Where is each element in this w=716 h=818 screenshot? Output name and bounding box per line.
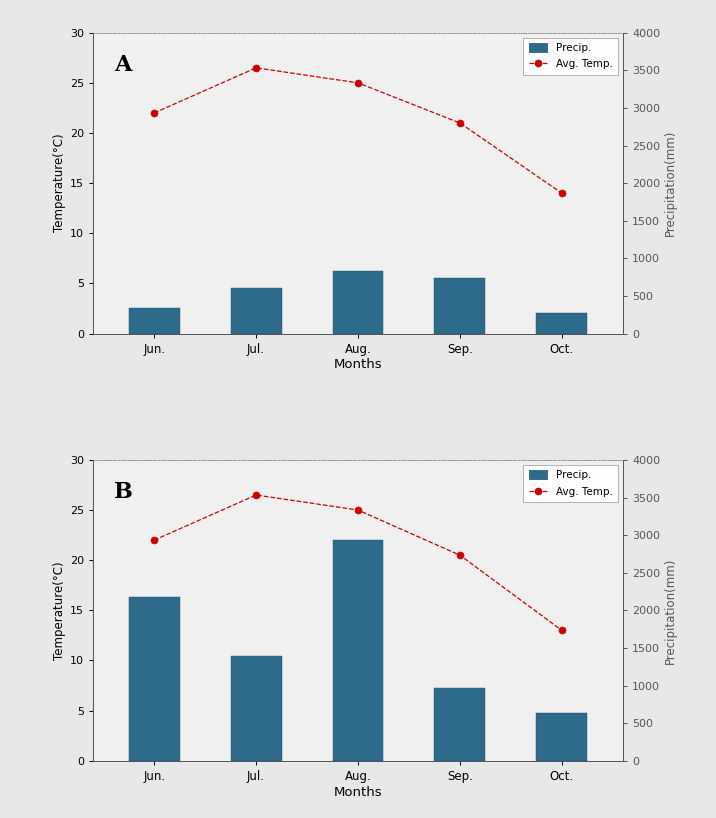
Bar: [332, 540, 384, 761]
Bar: [536, 313, 587, 334]
Y-axis label: Temperature(°C): Temperature(°C): [53, 561, 66, 659]
Bar: [129, 308, 180, 334]
Bar: [231, 289, 281, 334]
Bar: [332, 272, 384, 334]
Y-axis label: Precipitation(mm): Precipitation(mm): [664, 557, 677, 663]
Bar: [536, 712, 587, 761]
X-axis label: Months: Months: [334, 785, 382, 798]
Bar: [129, 597, 180, 761]
Text: B: B: [115, 481, 133, 503]
Bar: [231, 657, 281, 761]
Y-axis label: Temperature(°C): Temperature(°C): [53, 134, 66, 232]
Bar: [435, 688, 485, 761]
Text: A: A: [115, 54, 132, 76]
Bar: [435, 278, 485, 334]
Y-axis label: Precipitation(mm): Precipitation(mm): [664, 130, 677, 236]
Legend: Precip., Avg. Temp.: Precip., Avg. Temp.: [523, 38, 618, 74]
Legend: Precip., Avg. Temp.: Precip., Avg. Temp.: [523, 465, 618, 501]
X-axis label: Months: Months: [334, 358, 382, 371]
